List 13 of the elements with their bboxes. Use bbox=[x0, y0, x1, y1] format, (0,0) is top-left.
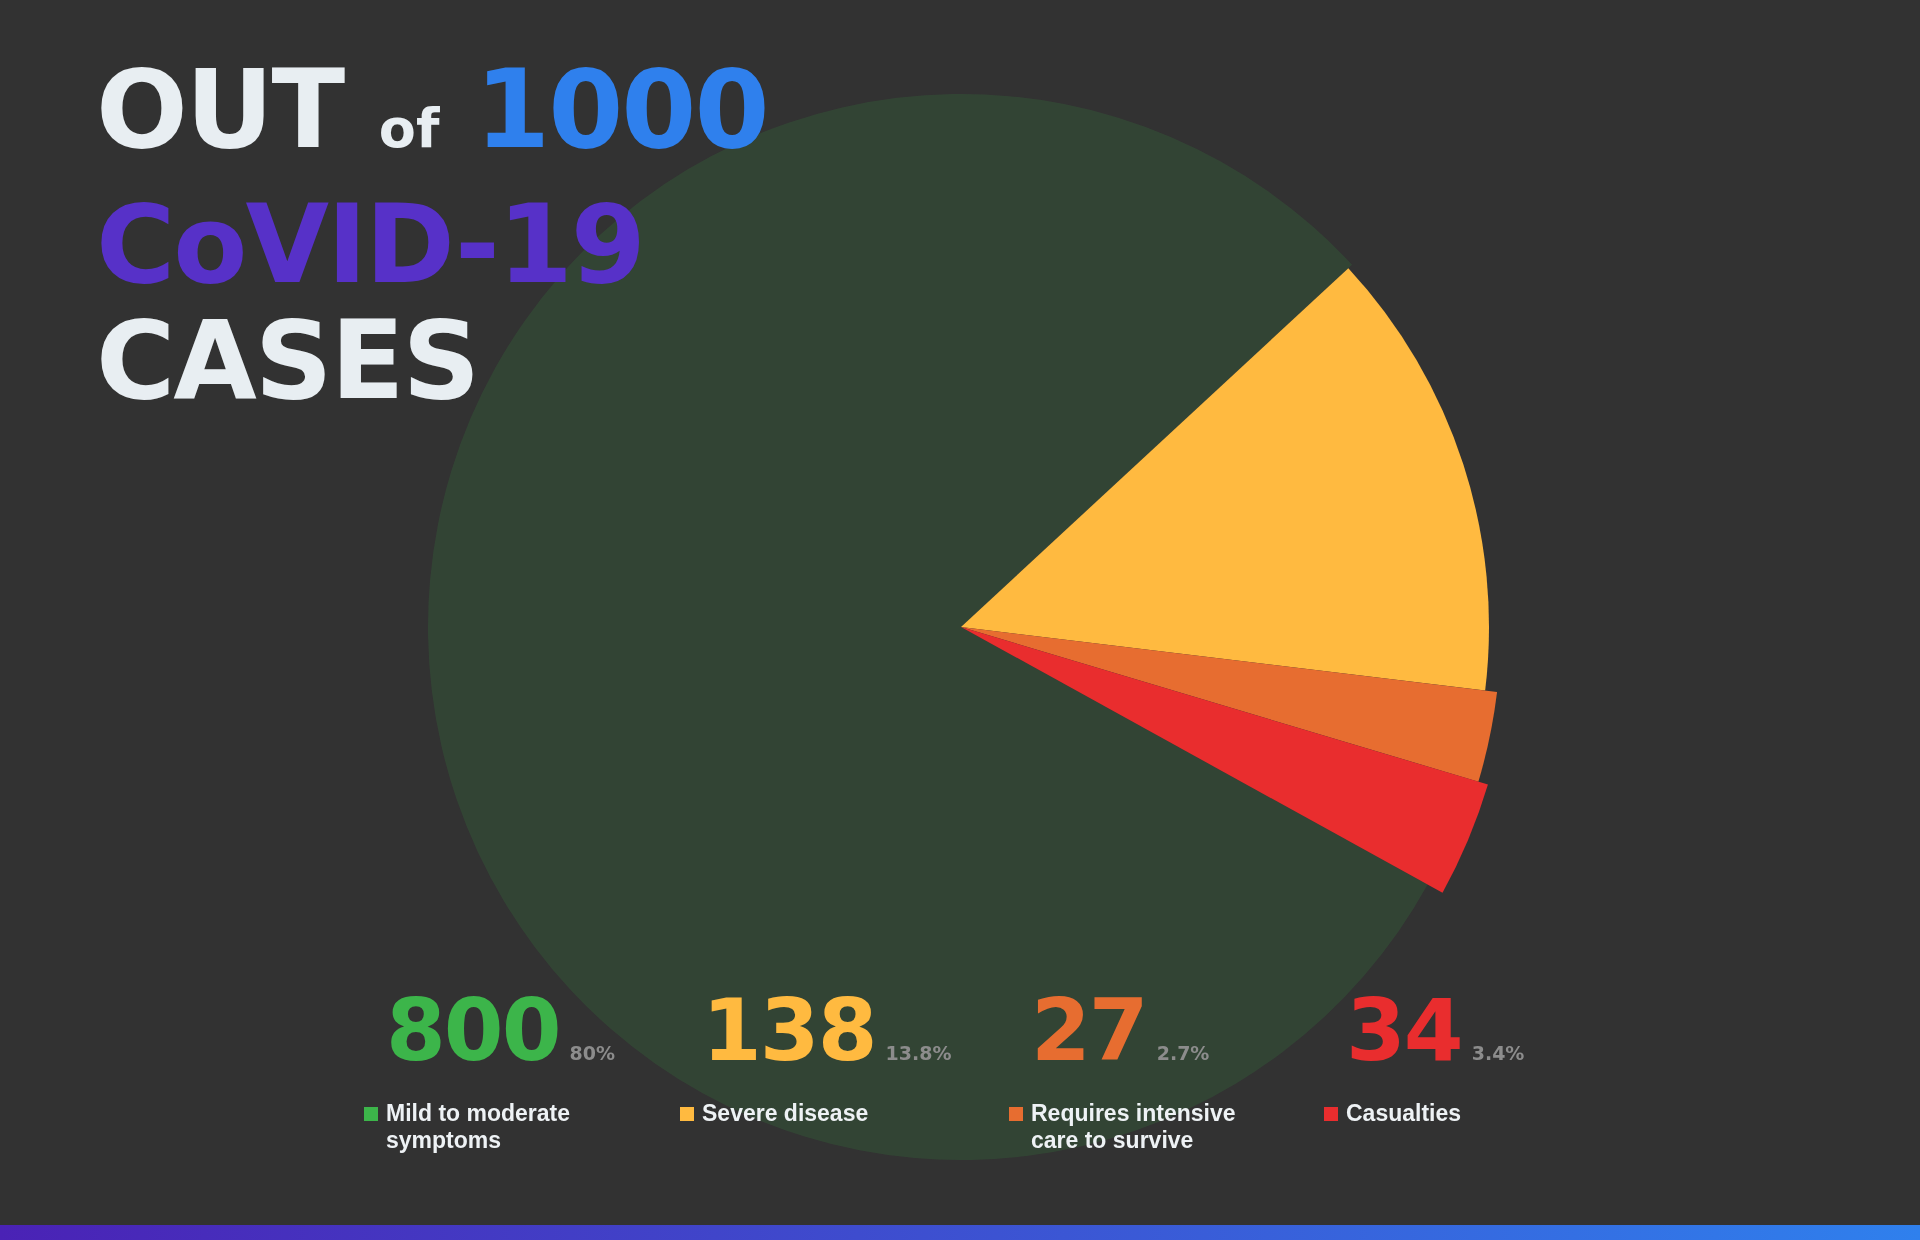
text: 3.4% bbox=[1471, 1042, 1525, 1064]
legend-label: Severe disease bbox=[702, 1100, 870, 1127]
text: 80% bbox=[569, 1042, 616, 1064]
legend-label: Mild to moderate symptoms bbox=[386, 1100, 571, 1154]
data-label: 27 bbox=[1031, 980, 1147, 1080]
data-label: 34 bbox=[1346, 980, 1462, 1080]
legend-label: Casualties bbox=[1346, 1100, 1463, 1127]
text: 2.7% bbox=[1156, 1042, 1210, 1064]
data-label: 800 bbox=[386, 980, 560, 1080]
data-label: 138 bbox=[702, 980, 876, 1080]
text: 13.8% bbox=[885, 1042, 952, 1064]
legend-label: Requires intensive care to survive bbox=[1031, 1100, 1237, 1154]
text: OUT of 1000 CoVID-19 CASES bbox=[96, 47, 768, 423]
